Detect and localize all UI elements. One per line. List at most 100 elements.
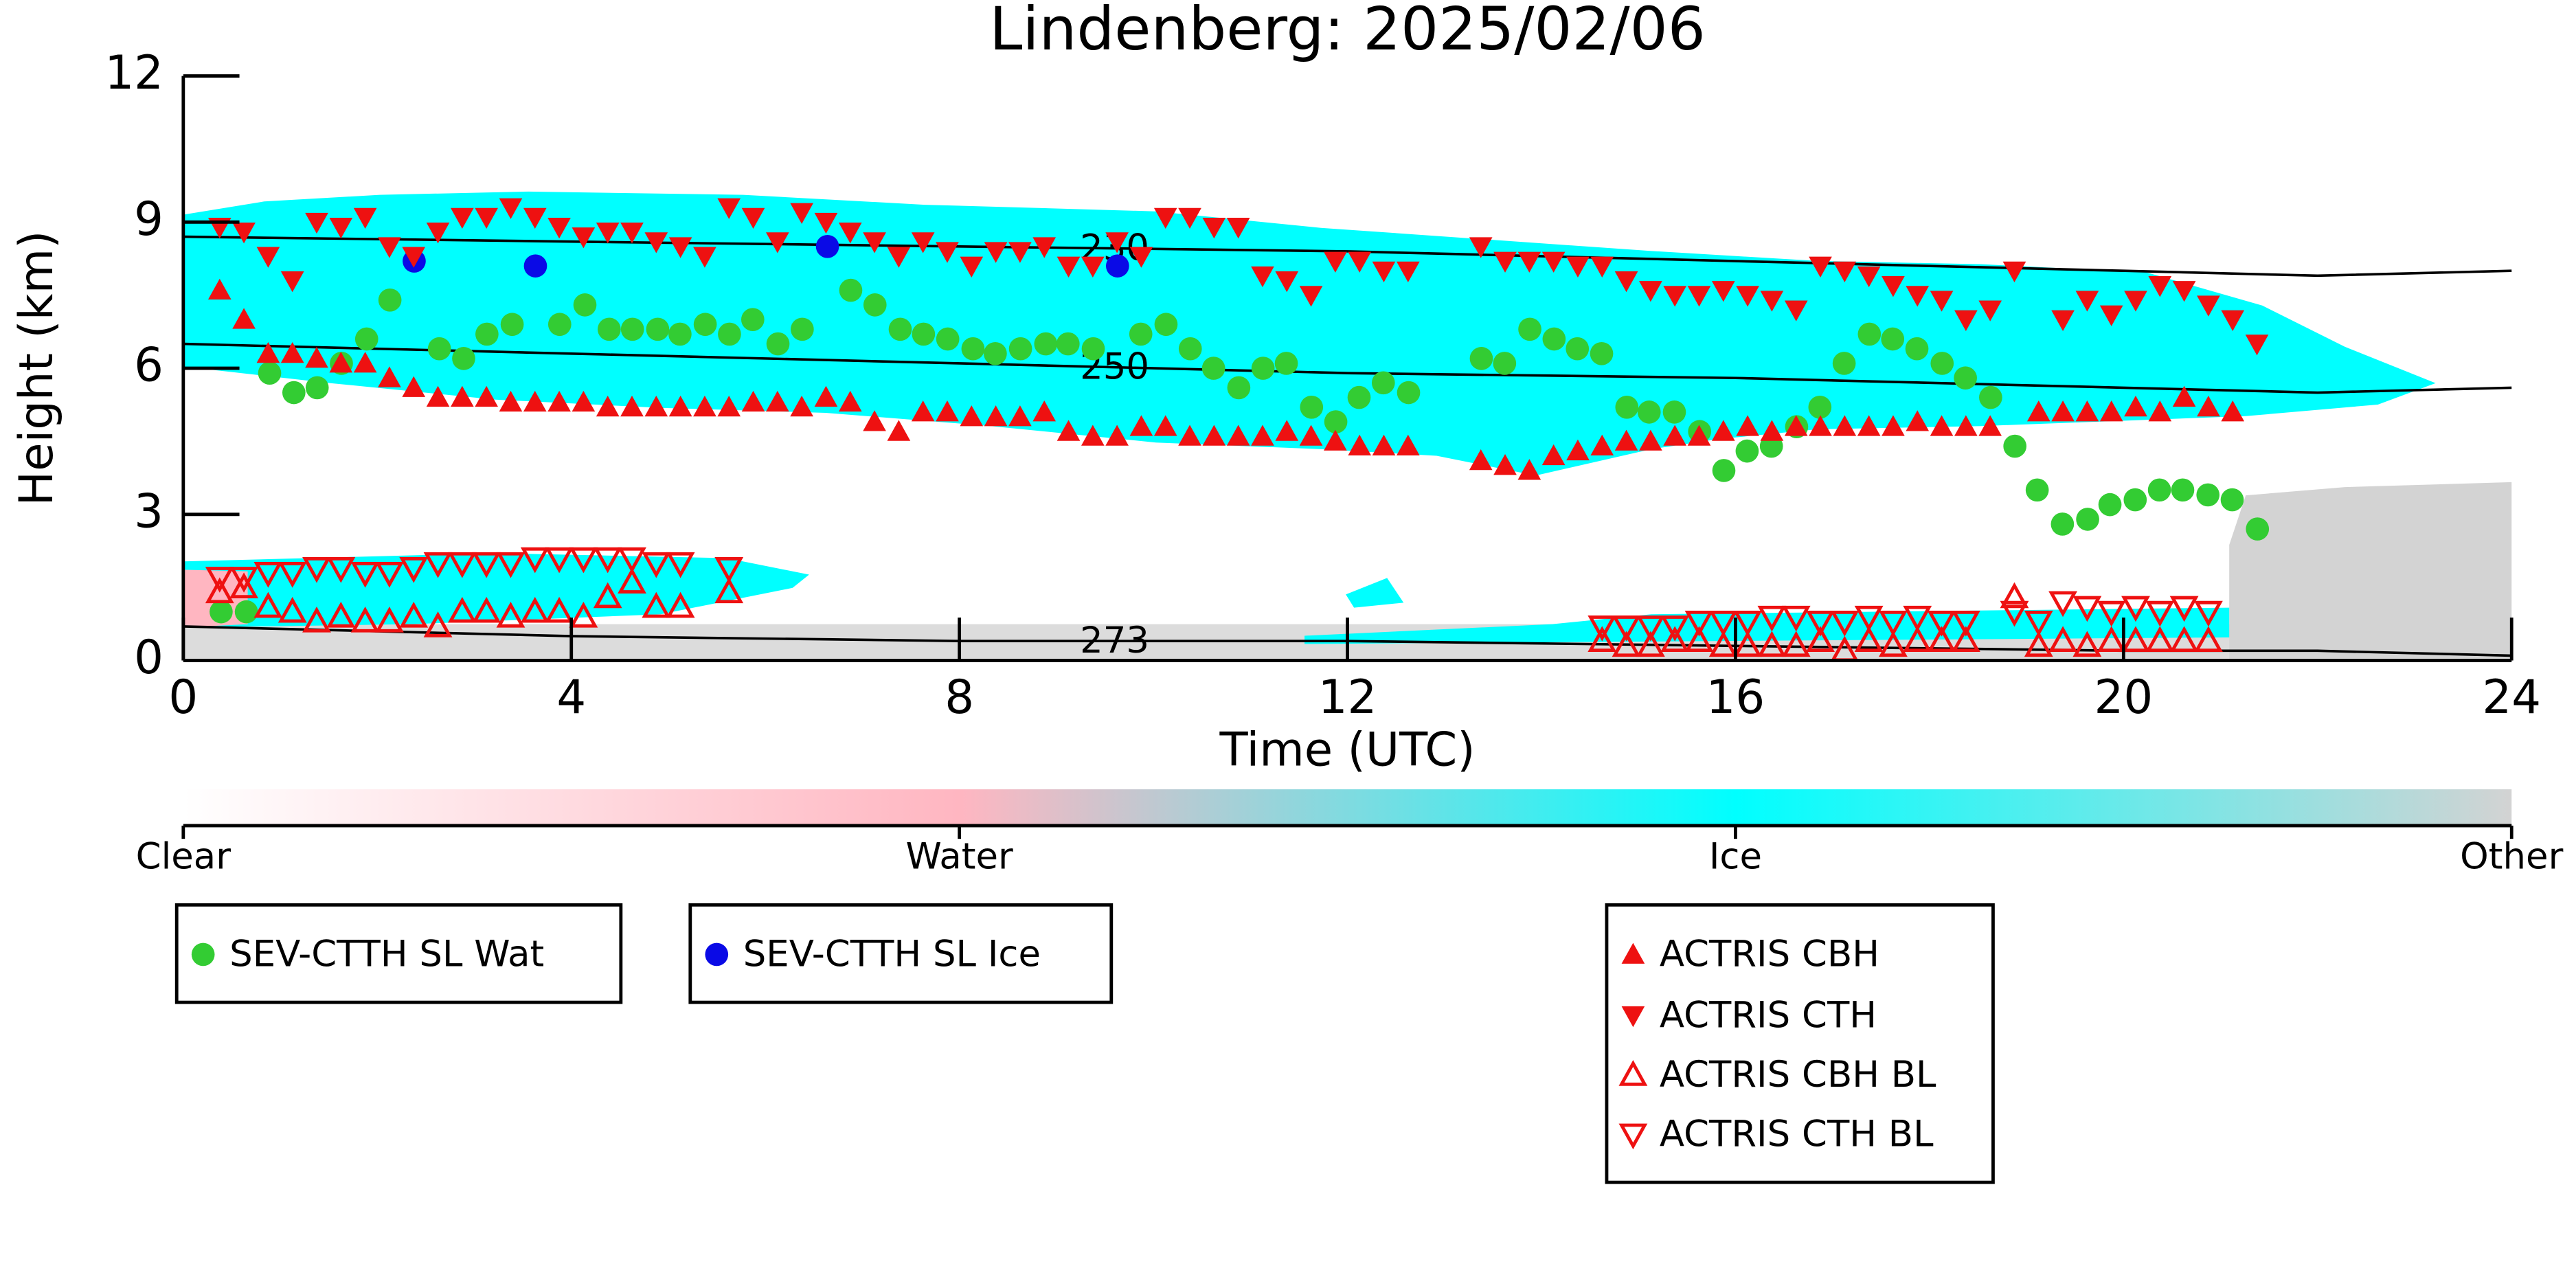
x-axis-label: Time (UTC)	[1219, 723, 1476, 777]
data-point	[2026, 400, 2050, 422]
legend-marker	[705, 942, 729, 967]
data-point	[1687, 425, 1711, 446]
data-point	[1299, 425, 1323, 446]
data-point	[666, 552, 695, 578]
y-axis-label: Height (km)	[10, 231, 63, 506]
data-point	[1348, 434, 1372, 455]
data-point	[2246, 517, 2270, 541]
data-point	[2075, 291, 2099, 312]
data-point	[1057, 256, 1081, 278]
data-point	[2123, 488, 2147, 512]
data-point	[668, 395, 692, 417]
data-point	[1081, 256, 1105, 278]
data-point	[350, 562, 380, 588]
data-point	[2097, 600, 2126, 627]
data-point	[1202, 425, 1226, 446]
data-point	[1833, 415, 1857, 436]
data-point	[1566, 439, 1590, 461]
data-point	[1830, 610, 1860, 637]
data-point	[814, 385, 838, 407]
data-point	[472, 596, 501, 623]
data-point	[2194, 600, 2223, 627]
y-tick-label: 0	[134, 631, 163, 684]
data-point	[2051, 400, 2075, 422]
data-point	[646, 317, 670, 341]
data-point	[1882, 415, 1905, 436]
data-point	[499, 390, 523, 412]
data-point	[253, 562, 283, 588]
data-point	[1809, 256, 1832, 278]
legend-box	[174, 903, 623, 1004]
data-point	[229, 572, 259, 599]
data-point	[1879, 610, 1908, 637]
data-point	[402, 376, 426, 397]
data-point	[863, 232, 886, 253]
data-point	[475, 322, 499, 346]
data-point	[2099, 305, 2123, 326]
data-point	[1612, 631, 1641, 657]
data-point	[1324, 251, 1347, 273]
data-point	[1636, 615, 1665, 642]
data-point	[717, 395, 741, 417]
data-point	[378, 237, 401, 258]
data-point	[305, 376, 329, 400]
data-point	[766, 332, 790, 356]
data-point	[1226, 425, 1250, 446]
data-point	[863, 410, 886, 431]
data-point	[1760, 291, 1784, 312]
data-point	[790, 395, 813, 417]
data-point	[423, 611, 453, 637]
data-point	[1708, 631, 1738, 657]
data-point	[1469, 237, 1493, 258]
data-point	[375, 562, 404, 588]
data-point	[887, 247, 911, 268]
data-point	[791, 317, 814, 341]
data-point	[1493, 454, 1517, 475]
x-tick-label: 24	[2482, 670, 2541, 724]
legend-label: ACTRIS CTH BL	[1660, 1113, 1934, 1155]
data-point	[2002, 261, 2026, 283]
data-point	[1517, 251, 1541, 273]
data-point	[1032, 400, 1057, 422]
data-point	[1105, 425, 1129, 446]
data-point	[1324, 429, 1347, 451]
data-point	[593, 547, 622, 574]
data-point	[2148, 276, 2172, 297]
data-point	[911, 232, 935, 253]
data-point	[547, 217, 571, 239]
data-point	[1541, 444, 1566, 466]
data-point	[618, 567, 646, 594]
data-point	[232, 223, 256, 244]
other-region	[2229, 482, 2512, 661]
data-point	[1129, 322, 1153, 346]
data-point	[693, 395, 716, 417]
data-point	[547, 390, 571, 412]
data-point	[1882, 276, 1905, 297]
data-point	[1008, 242, 1032, 263]
data-point	[427, 337, 451, 361]
x-tick-label: 4	[556, 670, 586, 724]
data-point	[1590, 434, 1614, 455]
data-point	[1760, 420, 1784, 441]
data-point	[2121, 626, 2150, 653]
data-point	[1008, 337, 1032, 361]
data-point	[2197, 295, 2220, 317]
data-point	[1226, 217, 1250, 239]
data-point	[447, 596, 477, 623]
data-point	[1757, 631, 1787, 657]
data-point	[1153, 207, 1177, 229]
data-point	[258, 361, 282, 385]
data-point	[593, 582, 622, 609]
data-point	[2000, 582, 2029, 609]
data-point	[1251, 357, 1275, 380]
data-point	[2076, 508, 2099, 531]
data-point	[888, 317, 912, 341]
data-point	[911, 400, 935, 422]
data-point	[1733, 631, 1763, 657]
data-point	[1905, 337, 1929, 361]
data-point	[1662, 400, 1686, 424]
data-point	[1637, 400, 1661, 424]
data-point	[1930, 291, 1954, 312]
colorbar-labels: Clear Water Ice Other	[136, 825, 2564, 878]
